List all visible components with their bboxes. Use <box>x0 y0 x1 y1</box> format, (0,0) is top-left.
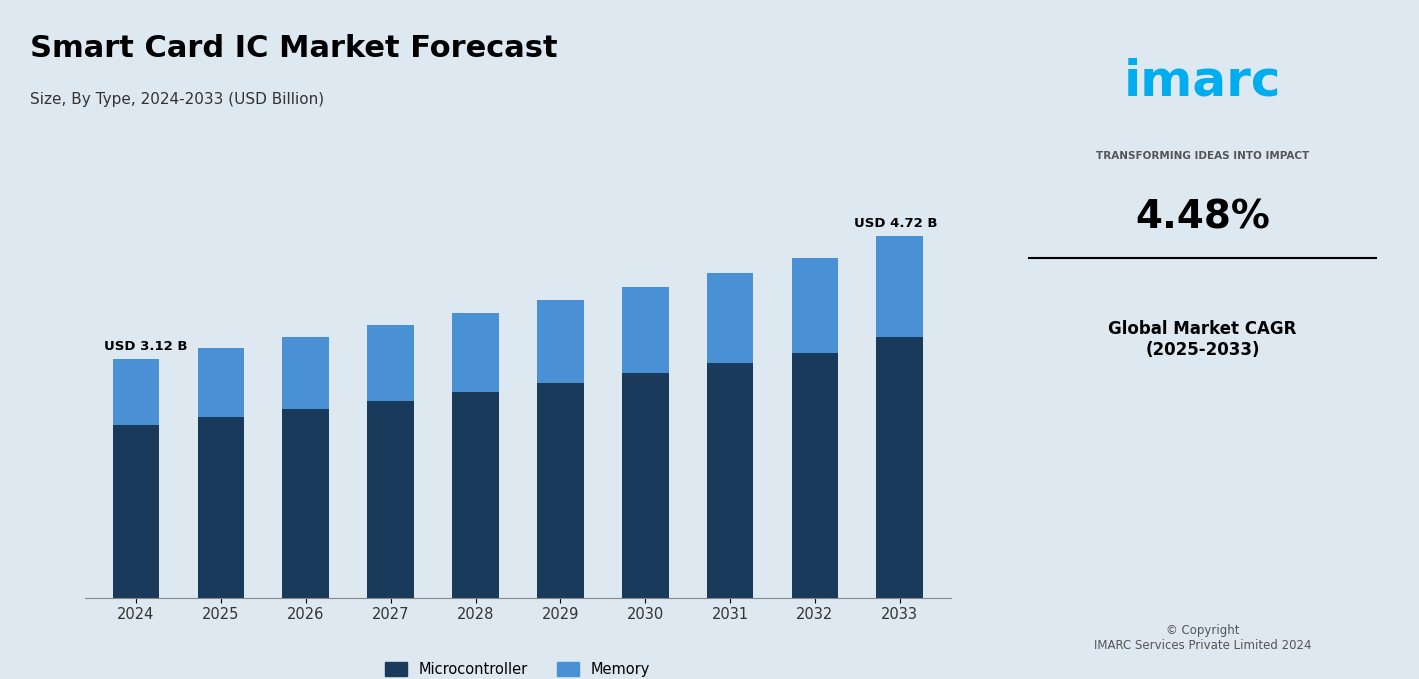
Text: USD 3.12 B: USD 3.12 B <box>104 340 187 352</box>
Bar <box>792 259 839 352</box>
Bar <box>536 383 583 598</box>
Bar <box>792 352 839 598</box>
Bar <box>112 359 159 425</box>
Text: 4.48%: 4.48% <box>1135 198 1270 236</box>
Bar <box>368 401 414 598</box>
Bar <box>112 425 159 598</box>
Text: Global Market CAGR
(2025-2033): Global Market CAGR (2025-2033) <box>1108 320 1297 359</box>
Bar <box>707 273 753 363</box>
Bar <box>622 287 668 373</box>
Bar <box>282 409 329 598</box>
Bar <box>197 418 244 598</box>
Bar <box>877 337 924 598</box>
Text: imarc: imarc <box>1124 58 1281 105</box>
Bar <box>877 236 924 337</box>
Bar <box>622 373 668 598</box>
Bar <box>453 392 499 598</box>
Text: Smart Card IC Market Forecast: Smart Card IC Market Forecast <box>30 34 558 63</box>
Text: TRANSFORMING IDEAS INTO IMPACT: TRANSFORMING IDEAS INTO IMPACT <box>1095 151 1310 161</box>
Bar <box>282 337 329 409</box>
Bar <box>197 348 244 418</box>
Text: © Copyright
IMARC Services Private Limited 2024: © Copyright IMARC Services Private Limit… <box>1094 624 1311 653</box>
Bar <box>536 300 583 383</box>
Bar <box>453 313 499 392</box>
Text: USD 4.72 B: USD 4.72 B <box>854 217 938 230</box>
Bar <box>368 325 414 401</box>
Bar <box>707 363 753 598</box>
Text: Size, By Type, 2024-2033 (USD Billion): Size, By Type, 2024-2033 (USD Billion) <box>30 92 324 107</box>
Legend: Microcontroller, Memory: Microcontroller, Memory <box>380 656 656 679</box>
